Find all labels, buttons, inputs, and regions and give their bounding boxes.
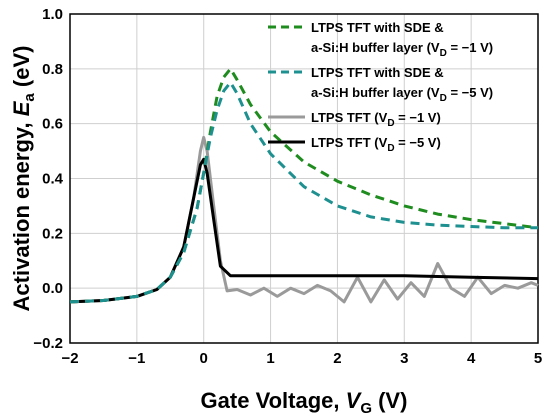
- legend: LTPS TFT with SDE & a-Si:H buffer layer …: [268, 20, 493, 154]
- legend-label-sde-vd1-line1: LTPS TFT with SDE &: [311, 20, 444, 35]
- x-tick-label: 5: [534, 350, 542, 367]
- legend-label-sde-vd1-line2: a-Si:H buffer layer (VD = −1 V): [311, 40, 493, 59]
- x-tick-label: 2: [333, 350, 341, 367]
- grid: [69, 13, 539, 344]
- x-tick-label: 1: [266, 350, 274, 367]
- legend-label-sde-vd5-line2: a-Si:H buffer layer (VD = −5 V): [311, 85, 493, 104]
- series-line-sde-vd5: [69, 81, 538, 304]
- y-tick-label: 0.0: [42, 280, 63, 297]
- y-tick-label: 1.0: [42, 6, 63, 23]
- x-tick-label: −1: [128, 350, 145, 367]
- x-tick-label: 4: [467, 350, 476, 367]
- legend-label-ltps-vd1: LTPS TFT (VD = −1 V): [311, 110, 441, 129]
- y-tick-label: 0.2: [42, 225, 63, 242]
- y-tick-label: 0.4: [42, 171, 64, 188]
- y-tick-label: −0.2: [33, 335, 63, 352]
- x-tick-label: −2: [61, 350, 78, 367]
- series-line-ltps-vd5: [69, 157, 539, 304]
- x-axis-title: Gate Voltage, VG (V): [201, 388, 408, 417]
- legend-label-ltps-vd5: LTPS TFT (VD = −5 V): [311, 135, 441, 154]
- y-tick-label: 0.8: [42, 61, 63, 78]
- y-axis-title: Activation energy, Ea (eV): [9, 46, 38, 312]
- y-tick-label: 0.6: [42, 116, 63, 133]
- plot-frame: [69, 13, 539, 344]
- legend-label-sde-vd5-line1: LTPS TFT with SDE &: [311, 65, 444, 80]
- x-tick-label: 0: [200, 350, 208, 367]
- tick-labels: −2 −1 0 1 2 3 4 5 −0.2 0.0 0.2 0.4 0.6 0.8 1.0: [33, 6, 542, 367]
- series-layer: [69, 67, 539, 304]
- x-tick-label: 3: [400, 350, 408, 367]
